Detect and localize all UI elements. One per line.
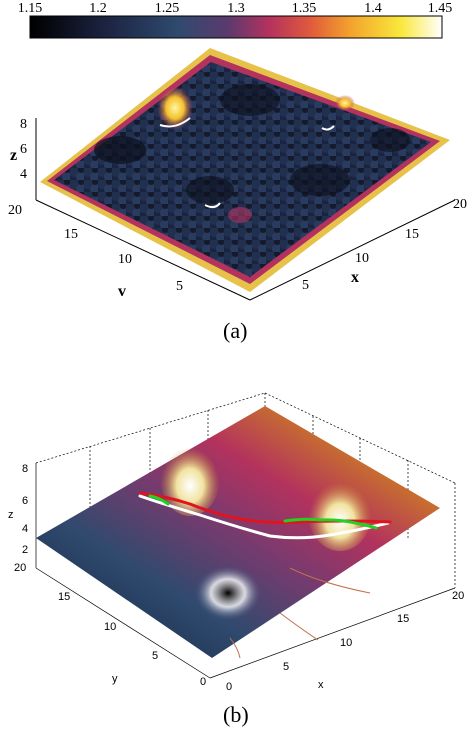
x-tick: 20 [453,197,467,212]
y-tick: 10 [104,621,116,633]
x-axis-label: x [318,679,324,691]
panel-b-x-axis: 0 5 10 15 20 x [226,590,464,693]
z-axis-label: z [8,509,14,521]
y-tick: 0 [200,676,206,688]
x-tick: 15 [397,613,409,625]
panel-b-y-axis: 20 15 10 5 0 y [14,562,206,688]
colorbar-tick: 1.35 [292,1,317,16]
panel-a: 1.15 1.2 1.25 1.3 1.35 1.4 1.45 [0,0,474,350]
panel-a-x-axis: 5 10 15 20 x [302,197,467,293]
colorbar-tick: 1.25 [155,1,180,16]
z-axis-label: z [10,147,17,164]
x-tick: 15 [405,227,419,242]
y-tick: 5 [152,650,158,662]
green-path [148,494,378,530]
colorbar-tick: 1.45 [428,1,453,16]
caption-b: (b) [223,702,249,727]
y-tick: 15 [64,227,78,242]
panel-a-y-axis: 20 15 10 5 v [8,203,183,300]
colorbar-tick: 1.2 [89,1,107,16]
y-tick: 15 [58,591,70,603]
y-axis-label: v [118,283,126,300]
cell-surface [40,48,450,292]
x-tick: 20 [452,590,464,602]
z-tick: 6 [22,495,28,507]
x-tick: 10 [355,251,369,266]
z-tick: 4 [20,167,27,182]
caption-a: (a) [223,318,248,343]
colorbar-tick: 1.15 [18,1,43,16]
panel-b-plot: z 8 6 4 2 20 15 10 5 0 y 0 5 10 15 20 x [8,392,464,693]
y-tick: 5 [176,279,183,294]
y-tick: 20 [8,203,22,218]
white-path [138,494,390,540]
panel-a-axes [35,118,456,301]
reaction-paths [138,491,392,540]
potential-surface [36,406,440,659]
z-tick: 8 [22,463,28,475]
panel-a-z-axis: z 8 6 4 [10,117,27,182]
panel-b-z-axis: z 8 6 4 2 [8,463,28,556]
z-tick: 2 [22,544,28,556]
x-tick: 5 [302,278,309,293]
x-tick: 0 [226,681,232,693]
z-tick: 6 [20,142,27,157]
panel-a-plot: 1.15 1.2 1.25 1.3 1.35 1.4 1.45 [8,1,467,301]
x-axis-label: x [351,269,359,286]
x-tick: 10 [340,637,352,649]
x-tick: 5 [283,661,289,673]
colorbar-gradient [29,15,443,39]
colorbar-tick: 1.4 [364,1,382,16]
y-axis-label: y [112,673,118,685]
colorbar: 1.15 1.2 1.25 1.3 1.35 1.4 1.45 [18,1,453,39]
y-tick: 20 [14,562,26,574]
z-tick: 8 [20,117,27,132]
colorbar-tick: 1.3 [227,1,245,16]
panel-b: z 8 6 4 2 20 15 10 5 0 y 0 5 10 15 20 x [0,378,474,698]
z-tick: 4 [22,523,28,535]
y-tick: 10 [118,252,132,267]
